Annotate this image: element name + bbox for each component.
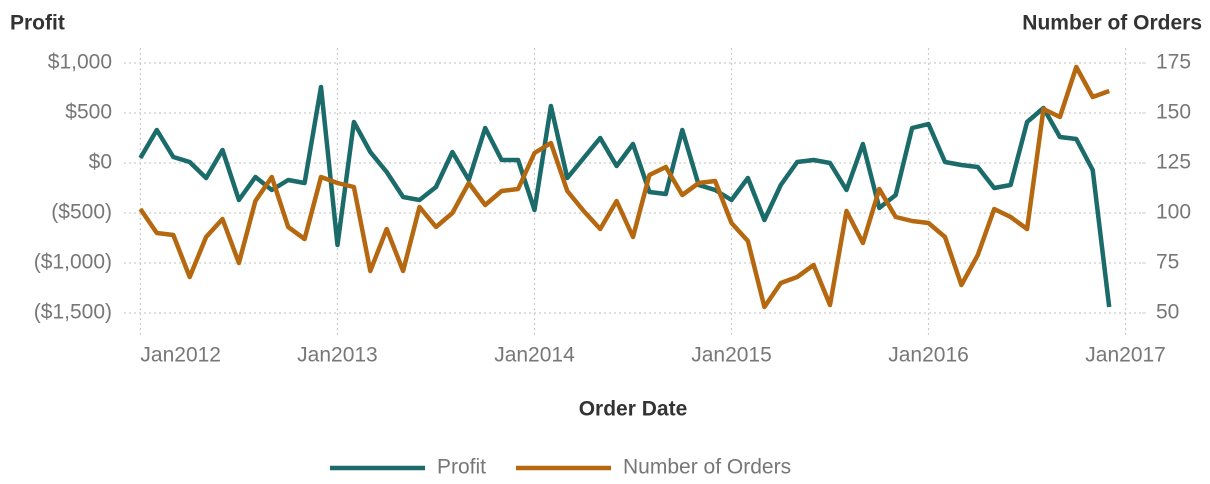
- x-tick-label: Jan2014: [494, 344, 575, 367]
- y-axis-title: Profit: [10, 12, 65, 35]
- y2-tick-label: 100: [1156, 201, 1191, 224]
- y2-tick-label: 125: [1156, 151, 1191, 174]
- y-tick-label: $1,000: [48, 51, 112, 74]
- legend-label: Profit: [437, 456, 486, 479]
- y-tick-label: ($500): [51, 201, 112, 224]
- x-tick-label: Jan2017: [1085, 344, 1166, 367]
- series-line: [138, 64, 1110, 310]
- x-tick-label: Jan2012: [140, 344, 221, 367]
- y-tick-label: $0: [89, 151, 112, 174]
- legend-label: Number of Orders: [623, 456, 791, 479]
- x-tick-label: Jan2013: [297, 344, 378, 367]
- y2-tick-label: 150: [1156, 101, 1191, 124]
- y-tick-label: ($1,500): [34, 301, 112, 324]
- y-tick-label: ($1,000): [34, 251, 112, 274]
- y-tick-label: $500: [65, 101, 112, 124]
- y2-axis-title: Number of Orders: [1022, 12, 1202, 35]
- series-line: [138, 84, 1112, 308]
- x-tick-label: Jan2016: [888, 344, 969, 367]
- x-axis-title: Order Date: [579, 398, 688, 421]
- y2-tick-label: 75: [1156, 251, 1179, 274]
- y2-tick-label: 50: [1156, 301, 1179, 324]
- x-tick-label: Jan2015: [691, 344, 772, 367]
- y2-tick-label: 175: [1156, 51, 1191, 74]
